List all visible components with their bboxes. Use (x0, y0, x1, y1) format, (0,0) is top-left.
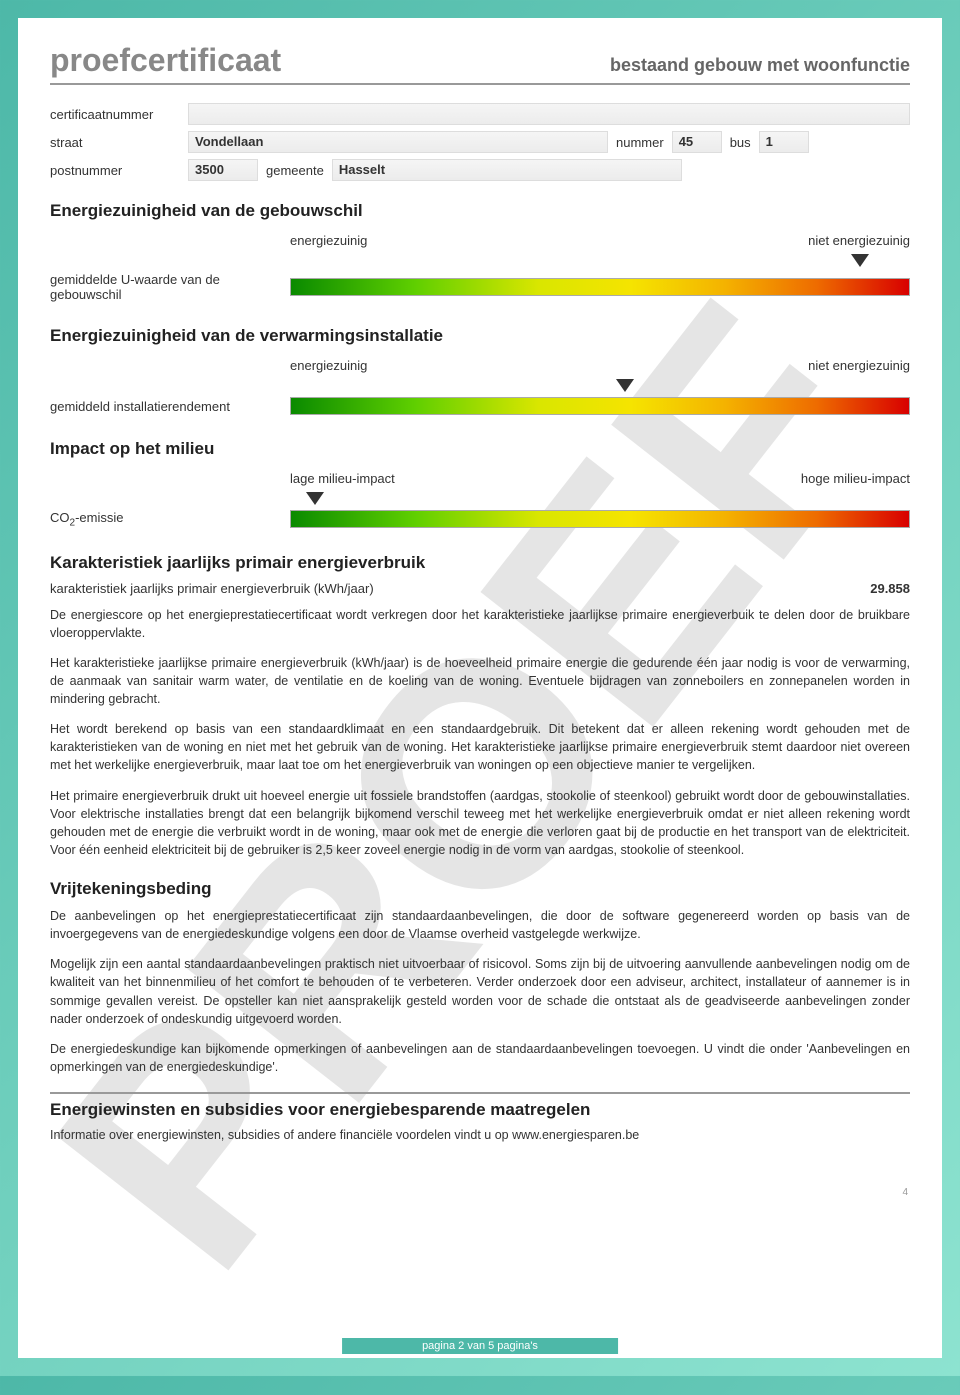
label-gemeente: gemeente (266, 163, 324, 178)
vrij-p2: Mogelijk zijn een aantal standaardaanbev… (50, 955, 910, 1028)
kwh-label: karakteristiek jaarlijks primair energie… (50, 581, 374, 596)
bar-label-gebouwschil: gemiddelde U-waarde van de gebouwschil (50, 272, 290, 302)
page-subtitle: bestaand gebouw met woonfunctie (610, 55, 910, 76)
scale-left-label-3: lage milieu-impact (290, 471, 395, 486)
marker-gebouwschil (851, 254, 869, 267)
section-title-vrijtekening: Vrijtekeningsbeding (50, 879, 910, 899)
scale-right-label-2: niet energiezuinig (808, 358, 910, 373)
bar-label-co2: CO2-emissie (50, 510, 290, 529)
primair-p1: De energiescore op het energieprestatiec… (50, 606, 910, 642)
scale-left-label-2: energiezuinig (290, 358, 367, 373)
kwh-row: karakteristiek jaarlijks primair energie… (50, 581, 910, 596)
section-title-primair: Karakteristiek jaarlijks primair energie… (50, 553, 910, 573)
divider (50, 1092, 910, 1094)
primair-p4: Het primaire energieverbruik drukt uit h… (50, 787, 910, 860)
fields-block: certificaatnummer straat Vondellaan numm… (50, 103, 910, 181)
value-certificaatnummer (188, 103, 910, 125)
scale-right-label-1: niet energiezuinig (808, 233, 910, 248)
footer-section: Energiewinsten en subsidies voor energie… (50, 1092, 910, 1142)
label-nummer: nummer (616, 135, 664, 150)
section-title-verwarming: Energiezuinigheid van de verwarmingsinst… (50, 326, 910, 346)
subsidies-text: Informatie over energiewinsten, subsidie… (50, 1128, 910, 1142)
gradient-bar-3 (290, 510, 910, 528)
label-postnummer: postnummer (50, 163, 180, 178)
co2-pre: CO (50, 510, 70, 525)
field-row-straat: straat Vondellaan nummer 45 bus 1 (50, 131, 910, 153)
vrij-p1: De aanbevelingen op het energieprestatie… (50, 907, 910, 943)
scale-gebouwschil: energiezuinig niet energiezuinig gemidde… (50, 233, 910, 302)
marker-verwarming (616, 379, 634, 392)
co2-post: -emissie (75, 510, 123, 525)
primair-p3: Het wordt berekend op basis van een stan… (50, 720, 910, 774)
gradient-bar-1 (290, 278, 910, 296)
bar-label-verwarming: gemiddeld installatierendement (50, 399, 290, 414)
value-straat: Vondellaan (188, 131, 608, 153)
value-bus: 1 (759, 131, 809, 153)
vrij-p3: De energiedeskundige kan bijkomende opme… (50, 1040, 910, 1076)
value-gemeente: Hasselt (332, 159, 682, 181)
field-row-certificaatnummer: certificaatnummer (50, 103, 910, 125)
value-postnummer: 3500 (188, 159, 258, 181)
page-title: proefcertificaat (50, 42, 281, 79)
primair-p2: Het karakteristieke jaarlijkse primaire … (50, 654, 910, 708)
scale-verwarming: energiezuinig niet energiezuinig gemidde… (50, 358, 910, 415)
scale-milieu: lage milieu-impact hoge milieu-impact CO… (50, 471, 910, 529)
header: proefcertificaat bestaand gebouw met woo… (50, 42, 910, 85)
label-bus: bus (730, 135, 751, 150)
label-straat: straat (50, 135, 180, 150)
small-page-number: 4 (902, 1187, 908, 1198)
section-title-milieu: Impact op het milieu (50, 439, 910, 459)
section-title-subsidies: Energiewinsten en subsidies voor energie… (50, 1100, 910, 1120)
gradient-bar-2 (290, 397, 910, 415)
value-nummer: 45 (672, 131, 722, 153)
label-certificaatnummer: certificaatnummer (50, 107, 180, 122)
scale-left-label-1: energiezuinig (290, 233, 367, 248)
certificate-page: PROEF proefcertificaat bestaand gebouw m… (18, 18, 942, 1358)
scale-right-label-3: hoge milieu-impact (801, 471, 910, 486)
kwh-value: 29.858 (870, 581, 910, 596)
section-title-gebouwschil: Energiezuinigheid van de gebouwschil (50, 201, 910, 221)
marker-milieu (306, 492, 324, 505)
page-number-footer: pagina 2 van 5 pagina's (342, 1338, 618, 1354)
field-row-postnummer: postnummer 3500 gemeente Hasselt (50, 159, 910, 181)
